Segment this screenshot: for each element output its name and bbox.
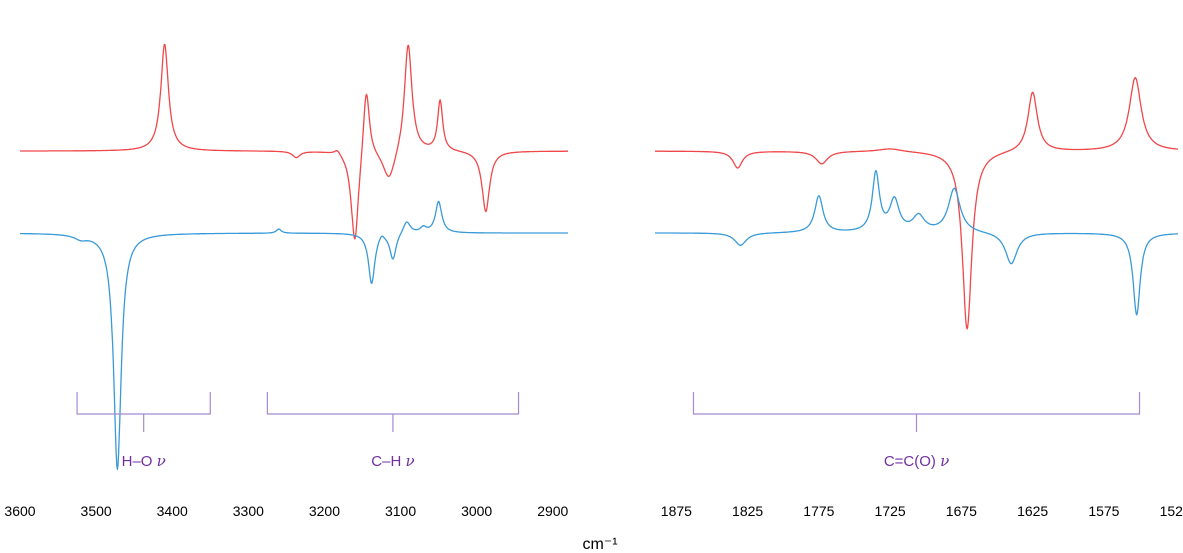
x-tick-label: 1525 — [1160, 503, 1183, 519]
bracket-label: C–H ν — [371, 452, 414, 470]
x-tick-label: 3000 — [461, 503, 492, 519]
x-tick-label: 3500 — [81, 503, 112, 519]
panel-low-brackets: C=C(O) ν — [692, 392, 1141, 470]
panel-low-tick-labels: 1875 1825 1775 1725 1675 1625 1575 1525 — [661, 503, 1183, 519]
blue-spectrum-line — [19, 200, 569, 471]
x-tick-label: 1875 — [661, 503, 692, 519]
x-tick-label: 1675 — [946, 503, 977, 519]
x-tick-label: 1725 — [875, 503, 906, 519]
bracket-label: C=C(O) ν — [884, 452, 949, 470]
red-spectrum-line — [19, 43, 569, 240]
x-tick-label: 1775 — [803, 503, 834, 519]
x-tick-label: 1625 — [1017, 503, 1048, 519]
x-tick-label: 3100 — [385, 503, 416, 519]
x-tick-label: 1575 — [1088, 503, 1119, 519]
x-tick-label: 3400 — [157, 503, 188, 519]
panel-high-tick-labels: 3600 3500 3400 3300 3200 3100 3000 2900 — [4, 503, 568, 519]
x-tick-label: 3600 — [4, 503, 35, 519]
x-tick-label: 3200 — [309, 503, 340, 519]
bracket-0 — [692, 392, 1141, 432]
panel-high-brackets: H–O ν C–H ν — [76, 392, 520, 470]
blue-spectrum-line — [654, 169, 1179, 316]
x-axis-label: cm⁻¹ — [582, 536, 617, 553]
panel-high-series — [19, 43, 569, 471]
red-spectrum-line — [654, 77, 1179, 330]
panel-low-wavenumber: C=C(O) ν 1875 1825 1775 1725 1675 1625 1575 152… — [654, 77, 1183, 519]
x-tick-label: 1825 — [732, 503, 763, 519]
panel-low-series — [654, 77, 1179, 330]
x-tick-label: 2900 — [537, 503, 568, 519]
x-tick-label: 3300 — [233, 503, 264, 519]
panel-high-wavenumber: H–O ν C–H ν 3600 3500 3400 3300 3200 3100 3000 2… — [4, 43, 569, 519]
bracket-0 — [76, 392, 211, 432]
bracket-label: H–O ν — [122, 452, 166, 470]
bracket-1 — [266, 392, 520, 432]
